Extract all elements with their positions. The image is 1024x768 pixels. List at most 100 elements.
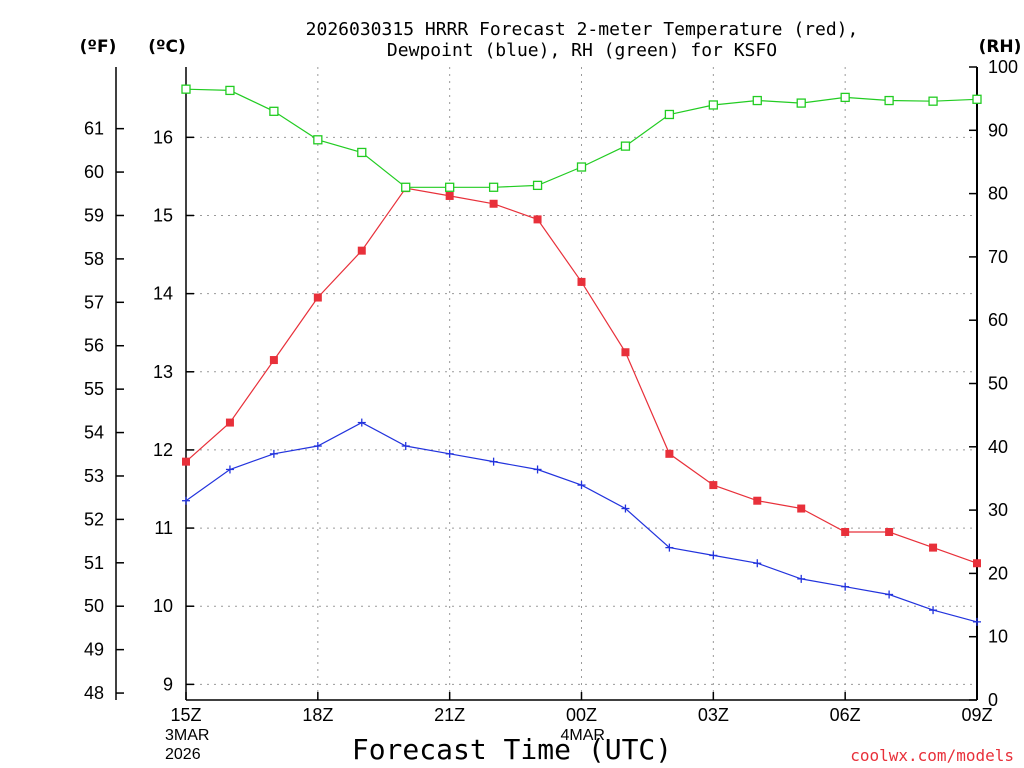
dewpoint-point [797,574,806,583]
rh-point [313,135,323,145]
celsius-tick-label: 9 [163,674,173,694]
x-tick-label: 03Z [698,705,729,725]
rh-tick-label: 0 [988,690,998,710]
celsius-unit-label: (ºC) [148,37,186,57]
rh-point [972,94,982,104]
rh-point [840,92,850,103]
series [181,84,982,626]
fahrenheit-tick-label: 48 [84,683,104,703]
dewpoint-point [665,543,674,552]
rh-point [576,162,587,172]
chart-title: 2026030315 HRRR Forecast 2-meter Tempera… [306,19,859,61]
temperature-point [797,504,806,513]
rh-tick-label: 100 [988,57,1018,77]
rh-point [357,147,367,158]
x-tick-label: 00Z [566,705,597,725]
x-tick-label: 09Z [961,705,992,725]
rh-tick-label: 40 [988,437,1008,457]
grid [186,67,977,700]
rh-unit-label: (RH) [979,37,1022,57]
rh-point [181,84,191,94]
temperature-point [665,449,674,458]
dewpoint-point [621,504,630,513]
rh-point [928,96,938,106]
fahrenheit-tick-label: 61 [84,119,104,139]
dewpoint-point [269,449,278,458]
temperature-point [885,527,894,536]
celsius-tick-label: 12 [153,440,173,460]
celsius-tick-label: 16 [153,127,173,147]
rh-tick-label: 20 [988,563,1008,583]
rh-point [884,95,894,106]
dewpoint-point [577,481,586,490]
celsius-tick-label: 10 [153,596,173,616]
fahrenheit-tick-label: 49 [84,640,104,660]
rh-point [488,182,499,192]
x-tick-sublabel: 4MAR [561,727,605,744]
dewpoint-point [533,465,542,474]
dewpoint-point [709,551,718,560]
temperature-point [621,348,630,357]
x-tick-sublabel: 2026 [165,746,201,763]
temperature-point [841,527,850,536]
temperature-point [929,543,938,552]
rh-point [225,85,235,96]
celsius-tick-label: 15 [153,205,173,225]
dewpoint-point [885,590,894,599]
dewpoint-point [313,442,322,451]
axes: 48 49 50 51 52 53 54 55 56 57 58 59 60 61 9 10 11 12 13 14 1… [84,57,1018,763]
rh-tick-label: 60 [988,310,1008,330]
x-tick-label: 18Z [302,705,333,725]
celsius-tick-label: 13 [153,362,173,382]
fahrenheit-tick-label: 50 [84,596,104,616]
dewpoint-point [182,496,190,505]
fahrenheit-tick-label: 59 [84,205,104,225]
temperature-point [577,277,586,286]
dewpoint-point [357,418,366,427]
x-tick-label: 15Z [170,705,201,725]
x-axis-title: Forecast Time (UTC) [352,733,672,766]
celsius-tick-label: 14 [153,284,173,304]
temperature-point [225,418,234,427]
fahrenheit-tick-label: 53 [84,466,104,486]
dewpoint-point [489,457,498,466]
temperature-point [533,215,542,224]
temperature-point [445,191,454,200]
dewpoint-point [445,449,454,458]
temperature-point [973,559,981,568]
fahrenheit-tick-label: 55 [84,379,104,399]
temperature-point [269,356,278,365]
rh-point [532,180,543,191]
rh-tick-label: 30 [988,500,1008,520]
fahrenheit-tick-label: 51 [84,553,104,573]
chart-title-line-1: 2026030315 HRRR Forecast 2-meter Tempera… [306,19,859,40]
dewpoint-point [401,442,410,451]
rh-point [269,106,279,116]
rh-tick-label: 50 [988,374,1008,394]
fahrenheit-unit-label: (ºF) [80,37,117,57]
fahrenheit-tick-label: 56 [84,336,104,356]
rh-point [796,98,806,108]
temperature-point [753,496,762,505]
temperature-point [182,457,190,466]
dewpoint-point [973,617,981,626]
dewpoint-point [225,465,234,474]
rh-point [752,95,762,106]
credit-text: coolwx.com/models [850,746,1014,765]
temperature-point [357,246,366,255]
x-tick-sublabel: 3MAR [165,727,209,744]
chart-title-line-2: Dewpoint (blue), RH (green) for KSFO [387,40,777,61]
rh-tick-label: 70 [988,247,1008,267]
celsius-tick-label: 11 [154,518,173,538]
dewpoint-point [841,582,850,591]
fahrenheit-tick-label: 57 [84,292,104,312]
rh-point [664,109,675,120]
rh-tick-label: 80 [988,184,1008,204]
dewpoint-point [929,606,938,615]
rh-tick-label: 10 [988,627,1008,647]
temperature-point [489,199,498,208]
rh-point [445,182,455,192]
temperature-point [709,481,718,490]
rh-point [401,182,411,192]
